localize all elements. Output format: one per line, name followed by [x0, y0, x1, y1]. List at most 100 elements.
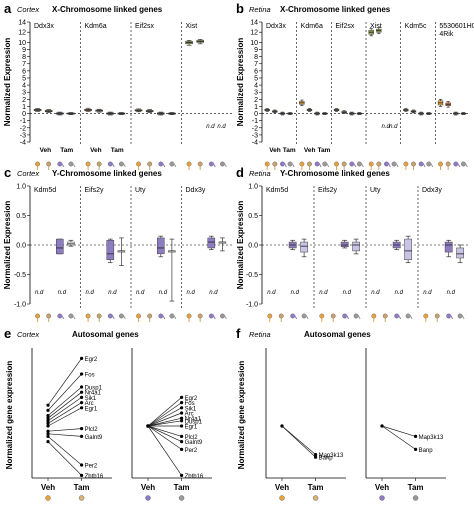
y-tick-label: 10 — [18, 40, 26, 47]
gene-label: Ddx3y — [422, 187, 442, 194]
series-point — [180, 411, 184, 415]
series-line — [47, 391, 82, 419]
y-tick-label: -1.0 — [14, 302, 26, 309]
series-label: Per2 — [85, 464, 98, 470]
series-point — [46, 440, 50, 444]
series-line — [47, 402, 82, 424]
series-label: Banp — [319, 456, 334, 462]
series-line — [147, 425, 182, 476]
y-tick-label: 12 — [18, 30, 26, 37]
y-tick-label: 0.5 — [16, 213, 26, 220]
group-symbol-icon — [136, 313, 141, 319]
male-symbol-icon — [283, 162, 287, 168]
nd-label: n.d — [58, 290, 67, 296]
series-label: Dusp1 — [185, 419, 203, 425]
series-line — [147, 425, 182, 442]
male-symbol-icon — [60, 162, 65, 168]
group-symbol-icon — [368, 161, 374, 167]
series-point — [314, 453, 318, 457]
series-point — [46, 432, 50, 436]
group-label: Veh — [40, 147, 52, 154]
group-symbol-icon — [68, 161, 74, 167]
y-tick-label: 2 — [22, 97, 26, 104]
male-symbol-icon — [293, 314, 298, 320]
nd-label: n.d — [267, 290, 276, 296]
y-tick-label: 12 — [250, 30, 258, 37]
group-symbol-icon — [78, 495, 85, 501]
nd-label: n.d — [86, 290, 95, 296]
nd-label: n.d — [447, 290, 456, 296]
series-point — [180, 406, 184, 410]
nd-label: n.d — [206, 124, 215, 130]
group-symbol-icon — [307, 161, 312, 167]
series-point — [180, 416, 184, 420]
group-symbol-icon — [107, 161, 113, 167]
y-tick-label: 8 — [254, 54, 258, 61]
box — [352, 241, 361, 252]
x-tick-label: Tam — [174, 483, 190, 492]
y-tick-label: 6 — [254, 68, 258, 75]
group-symbol-icon — [461, 161, 466, 167]
male-symbol-icon — [395, 162, 399, 168]
nd-label: n.d — [423, 290, 432, 296]
male-symbol-icon — [71, 314, 76, 320]
y-tick-label: 0.5 — [248, 213, 258, 220]
panel-d-tissue: Retina — [249, 169, 271, 178]
y-tick-label: 3 — [22, 90, 26, 97]
series-label: Galnt9 — [185, 440, 203, 446]
series-label: Galnt9 — [85, 435, 103, 441]
male-symbol-icon — [212, 314, 216, 320]
panel-a-tissue: Cortex — [17, 5, 39, 14]
panel-a-header: a Cortex X-Chromosome linked genes — [4, 1, 163, 16]
box — [444, 241, 453, 253]
panel-letter-c: c — [4, 165, 11, 180]
panel-letter-e: e — [4, 326, 11, 341]
y-tick-label: 4 — [22, 83, 26, 90]
nd-label: n.d — [319, 290, 328, 296]
panel-c-tissue: Cortex — [17, 169, 39, 178]
panel-c-ylabel: Normalized Expression — [3, 201, 12, 290]
male-symbol-icon — [223, 314, 227, 320]
group-symbol-icon — [35, 161, 40, 167]
group-symbol-icon — [353, 313, 359, 319]
group-symbol-icon — [197, 161, 203, 167]
series-point — [180, 401, 184, 405]
series-point — [46, 416, 50, 420]
group-symbol-icon — [136, 161, 141, 167]
group-symbol-icon — [220, 313, 225, 319]
group-symbol-icon — [314, 161, 320, 167]
series-label: Nr4a1 — [85, 391, 102, 397]
group-symbol-icon — [208, 313, 214, 319]
panel-d-plot: -1.0 -0.5 0.0 0.5 1.0 Kdm5d Eifs2y Uty Ddx3y n.d n… — [246, 184, 470, 322]
group-symbol-icon — [119, 313, 124, 319]
group-symbol-icon — [267, 313, 273, 319]
nd-label: n.d — [35, 290, 44, 296]
male-symbol-icon — [387, 162, 391, 168]
group-symbol-icon — [438, 161, 443, 167]
group-symbol-icon — [147, 313, 153, 319]
series-line — [147, 407, 182, 427]
group-symbol-icon — [446, 313, 452, 319]
panel-f-tissue: Retina — [249, 330, 271, 339]
series-line — [47, 386, 82, 416]
panel-letter-d: d — [236, 165, 244, 180]
panel-d-header: d Retina Y-Chromosome linked genes — [236, 165, 390, 180]
group-symbol-icon — [423, 313, 429, 319]
male-symbol-icon — [223, 162, 227, 168]
series-line — [47, 428, 82, 432]
nd-label: n.d — [371, 290, 380, 296]
male-symbol-icon — [71, 162, 76, 168]
panel-a-title: X-Chromosome linked genes — [52, 5, 163, 14]
male-symbol-icon — [352, 162, 357, 168]
series-point — [46, 408, 50, 412]
y-tick-label: -1 — [20, 118, 26, 125]
nd-label: n.d — [217, 124, 226, 130]
male-symbol-icon — [464, 162, 468, 168]
box — [207, 237, 216, 249]
group-symbol-icon — [57, 161, 63, 167]
group-symbol-icon — [46, 313, 52, 319]
male-symbol-icon — [345, 314, 350, 320]
series-label: Egr1 — [85, 406, 98, 412]
